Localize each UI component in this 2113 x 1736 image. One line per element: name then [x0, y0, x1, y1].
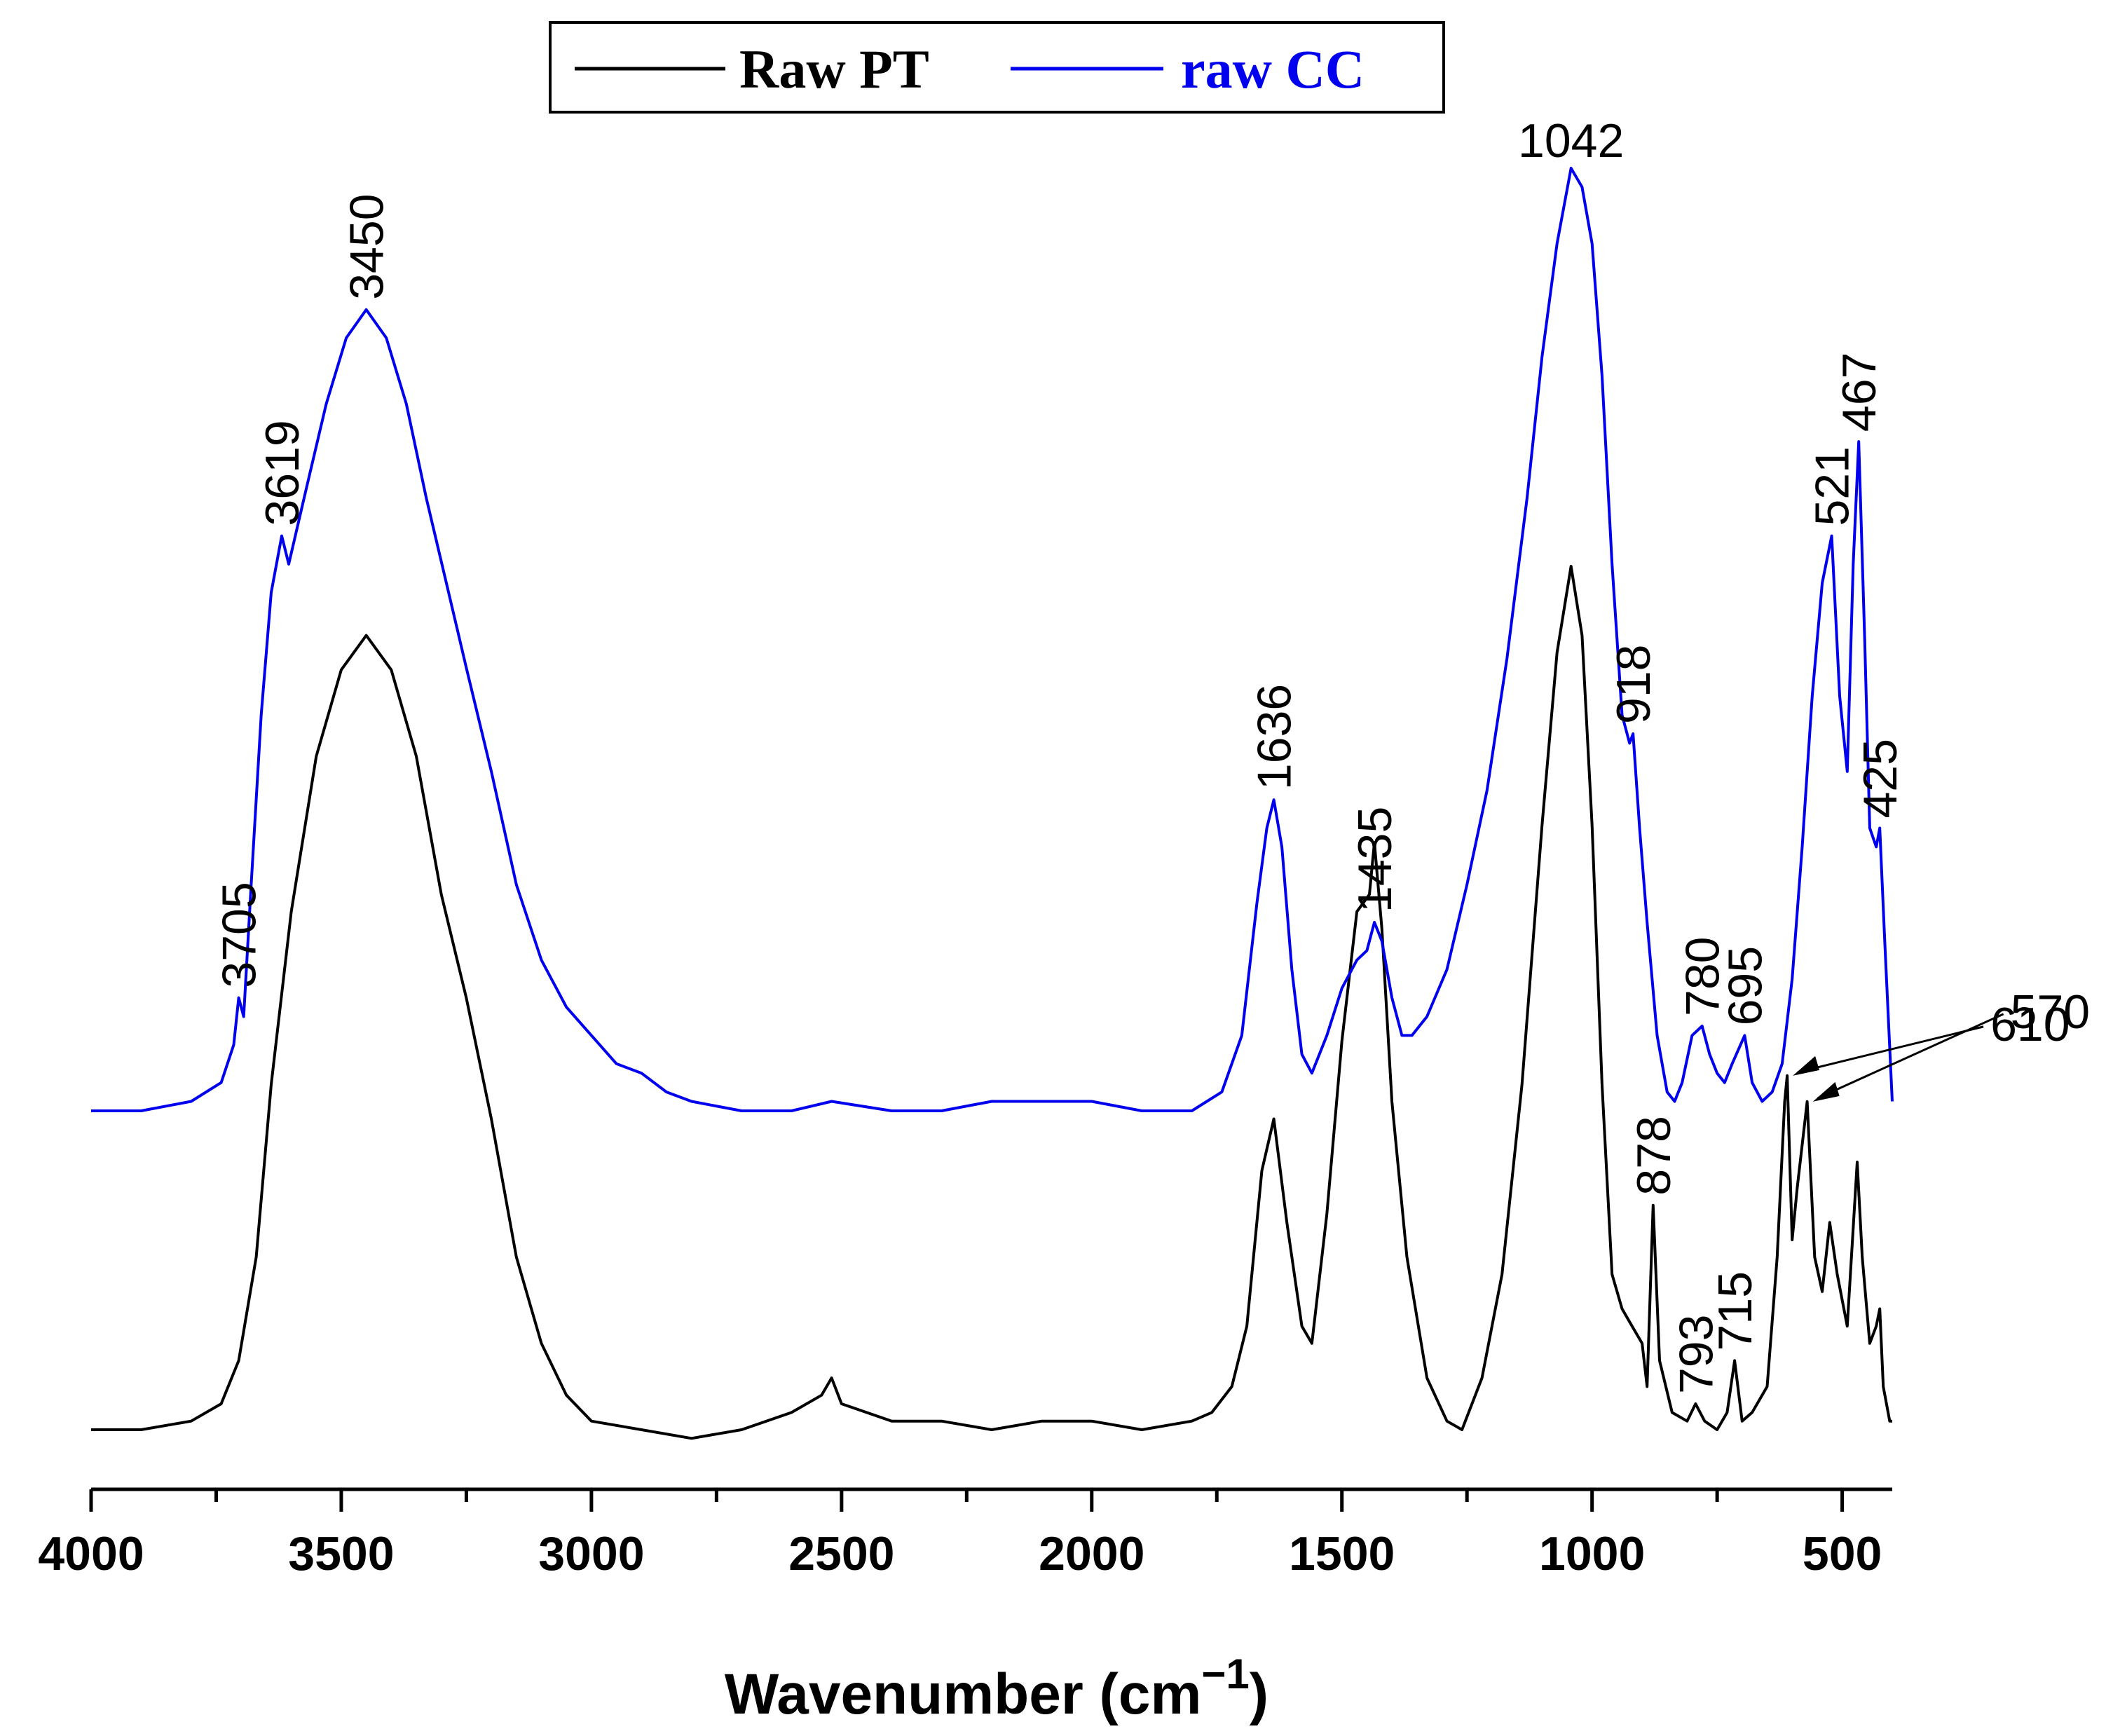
peak-label: 780 [1676, 936, 1730, 1016]
x-axis-label-main: Wavenumber (cm [725, 1662, 1201, 1726]
legend-label-raw-cc: raw CC [1181, 39, 1365, 100]
peak-label: 793 [1669, 1315, 1723, 1394]
series-line-raw-cc [91, 167, 1894, 1112]
x-axis-label-superscript: −1 [1201, 1650, 1249, 1697]
x-tick-label: 1500 [1289, 1527, 1395, 1580]
series-line-raw-pt [91, 565, 1892, 1440]
x-tick-label: 3500 [288, 1527, 394, 1580]
peak-label: 1636 [1248, 684, 1301, 790]
annotation-arrow [1797, 1025, 1984, 1074]
peak-label: 610 [1990, 998, 2070, 1051]
x-tick-label: 3000 [538, 1527, 644, 1580]
x-axis-label: Wavenumber (cm−1) [725, 1650, 1269, 1726]
peak-label: 3619 [256, 420, 309, 526]
x-tick-label: 2500 [788, 1527, 894, 1580]
x-tick-label: 1000 [1539, 1527, 1645, 1580]
peak-label: 918 [1607, 645, 1660, 724]
x-tick-label: 500 [1803, 1527, 1882, 1580]
peak-label: 521 [1806, 446, 1859, 526]
annotation-arrowhead [1812, 1081, 1840, 1102]
peak-label: 1042 [1518, 114, 1624, 168]
x-tick-labels: 4000 3500 3000 2500 2000 1500 1000 500 [38, 1527, 1882, 1580]
peak-label: 425 [1854, 739, 1907, 818]
series-layer [91, 167, 1894, 1440]
legend: Raw PT raw CC [549, 21, 1445, 114]
peak-label: 715 [1709, 1271, 1762, 1351]
peak-label: 3450 [341, 193, 394, 299]
legend-label-raw-pt: Raw PT [739, 39, 929, 100]
peak-label: 570 [2011, 985, 2090, 1039]
peak-label: 467 [1833, 353, 1886, 432]
x-tick-label: 4000 [38, 1527, 144, 1580]
x-tick-label: 2000 [1039, 1527, 1144, 1580]
peak-label: 3705 [213, 882, 266, 987]
peak-label: 878 [1627, 1116, 1681, 1195]
peak-label: 1435 [1348, 807, 1402, 913]
annotation-arrow [1817, 1013, 2004, 1100]
x-ticks [89, 1489, 1845, 1512]
x-axis-label-close: ) [1250, 1662, 1269, 1726]
axes: 4000 3500 3000 2500 2000 1500 1000 500 Wavenumb… [38, 1487, 1892, 1726]
annotation-arrowhead [1793, 1055, 1820, 1076]
peak-label: 695 [1718, 946, 1772, 1025]
